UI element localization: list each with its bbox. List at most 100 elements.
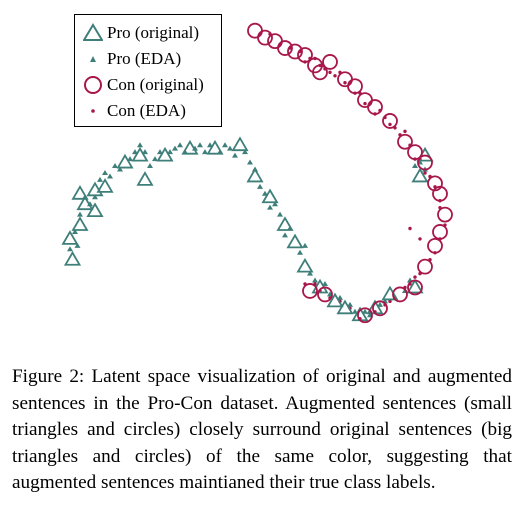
legend: Pro (original) Pro (EDA) Con (original) … xyxy=(74,14,222,127)
pro-original-point xyxy=(63,250,82,266)
pro-eda-point xyxy=(92,194,98,200)
con-original-point xyxy=(287,43,303,60)
large-triangle-marker-icon xyxy=(83,23,103,41)
con-eda-point xyxy=(423,171,427,175)
large-circle-marker-icon xyxy=(84,76,102,94)
pro-eda-point xyxy=(272,201,278,207)
pro-original-point xyxy=(276,216,294,231)
legend-label: Con (EDA) xyxy=(107,101,186,120)
con-original-point xyxy=(407,144,423,161)
pro-original-point xyxy=(231,136,249,152)
small-triangle-marker-icon xyxy=(90,56,96,62)
pro-original-point xyxy=(326,292,344,308)
pro-eda-point xyxy=(277,211,283,217)
pro-eda-point xyxy=(232,152,238,158)
con-eda-point xyxy=(418,237,422,241)
con-eda-point xyxy=(403,129,407,134)
con-eda-point xyxy=(363,101,367,106)
pro-eda-point xyxy=(67,246,73,252)
pro-eda-point xyxy=(72,228,78,234)
con-original-point xyxy=(407,279,423,296)
pro-original-point xyxy=(86,202,104,218)
pro-original-point xyxy=(156,146,174,162)
legend-item-con-eda: Con (EDA) xyxy=(83,99,223,123)
pro-eda-point xyxy=(242,149,248,155)
scatter-plot xyxy=(61,22,453,324)
pro-eda-point xyxy=(282,232,288,238)
pro-original-point xyxy=(71,185,89,200)
pro-eda-point xyxy=(222,142,228,148)
legend-item-pro-eda: Pro (EDA) xyxy=(83,47,223,71)
pro-original-point xyxy=(286,233,304,249)
con-original-point xyxy=(322,54,338,70)
pro-eda-point xyxy=(202,149,208,155)
con-eda-point xyxy=(388,299,392,304)
con-original-point xyxy=(347,78,363,95)
legend-label: Con (original) xyxy=(107,75,204,94)
pro-eda-point xyxy=(247,159,253,165)
con-original-point xyxy=(257,29,273,46)
pro-eda-point xyxy=(112,163,118,169)
con-original-point xyxy=(277,40,293,56)
pro-eda-point xyxy=(107,173,113,179)
con-original-point xyxy=(437,206,453,223)
pro-eda-point xyxy=(227,145,233,151)
pro-original-point xyxy=(261,188,279,204)
pro-original-point xyxy=(206,139,224,155)
pro-original-point xyxy=(246,167,264,183)
pro-original-point xyxy=(406,278,424,294)
plot-marks xyxy=(61,22,453,324)
pro-eda-point xyxy=(257,183,263,189)
con-eda-point xyxy=(333,74,337,78)
con-eda-point xyxy=(328,70,332,75)
legend-label: Pro (EDA) xyxy=(107,49,182,68)
legend-item-pro-original: Pro (original) xyxy=(83,21,223,45)
pro-eda-point xyxy=(172,145,178,151)
con-original-point xyxy=(297,47,313,63)
con-eda-point xyxy=(413,275,417,279)
pro-eda-point xyxy=(74,242,81,248)
con-eda-point xyxy=(388,122,392,127)
con-original-point xyxy=(427,175,443,192)
pro-eda-point xyxy=(137,142,143,148)
legend-label: Pro (original) xyxy=(107,23,200,42)
small-dot-marker-icon xyxy=(91,109,95,113)
pro-eda-point xyxy=(147,163,153,169)
pro-original-point xyxy=(71,216,89,231)
con-original-point xyxy=(382,113,398,129)
con-eda-point xyxy=(343,81,347,85)
pro-original-point xyxy=(61,230,79,245)
pro-original-point xyxy=(136,171,154,186)
pro-eda-point xyxy=(152,156,158,162)
con-original-point xyxy=(432,185,448,202)
legend-item-con-original: Con (original) xyxy=(83,73,223,97)
con-original-point xyxy=(417,258,433,275)
con-original-point xyxy=(397,133,413,150)
con-original-point xyxy=(312,64,328,81)
figure-caption: Figure 2: Latent space visualization of … xyxy=(12,366,512,493)
pro-original-point xyxy=(181,139,199,155)
pro-original-point xyxy=(116,153,134,169)
pro-original-point xyxy=(76,195,94,211)
pro-eda-point xyxy=(117,166,123,172)
con-original-point xyxy=(367,99,383,115)
con-original-point xyxy=(317,286,333,303)
con-original-point xyxy=(247,22,263,39)
con-original-point xyxy=(372,300,388,317)
pro-original-point xyxy=(411,167,429,183)
pro-eda-point xyxy=(97,176,103,182)
con-eda-point xyxy=(408,226,412,231)
pro-eda-point xyxy=(197,142,203,148)
con-original-point xyxy=(357,307,373,324)
con-original-point xyxy=(392,286,408,303)
pro-eda-point xyxy=(307,270,313,276)
pro-eda-point xyxy=(297,249,303,255)
con-original-point xyxy=(427,237,443,254)
con-original-point xyxy=(432,224,448,240)
pro-eda-point xyxy=(102,169,108,175)
pro-eda-point xyxy=(412,163,418,169)
pro-eda-point xyxy=(177,142,183,148)
pro-original-point xyxy=(296,257,314,273)
pro-original-point xyxy=(336,299,354,315)
con-original-point xyxy=(302,283,318,299)
